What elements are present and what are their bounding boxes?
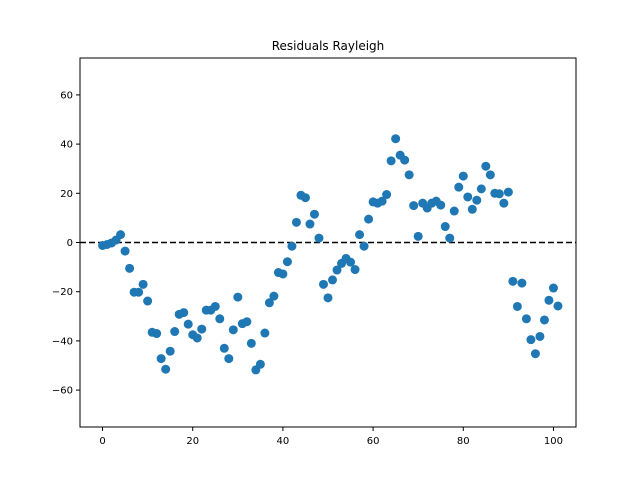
data-point: [323, 293, 333, 303]
data-point: [260, 328, 270, 338]
data-point: [125, 263, 135, 273]
x-tick-label: 20: [186, 436, 199, 447]
data-point: [120, 246, 130, 256]
data-point: [544, 295, 554, 305]
data-point: [350, 265, 360, 275]
data-point: [152, 329, 162, 339]
data-point: [179, 308, 189, 318]
data-point: [386, 156, 396, 166]
y-axis: −60 −40 −20 0 20 40 60: [52, 90, 80, 397]
y-tick-label: −40: [52, 336, 73, 347]
data-point: [476, 184, 486, 194]
data-point: [436, 200, 446, 210]
data-point: [359, 241, 369, 251]
data-point: [143, 296, 153, 306]
data-point: [305, 219, 315, 229]
data-point: [215, 314, 225, 324]
data-point: [318, 279, 328, 289]
x-tick-label: 60: [367, 436, 380, 447]
data-point: [197, 324, 207, 334]
data-point: [314, 233, 324, 243]
data-point: [228, 325, 238, 335]
data-point: [499, 198, 509, 208]
data-point: [116, 230, 126, 240]
data-point: [454, 182, 464, 192]
data-point: [440, 222, 450, 232]
data-point: [282, 257, 292, 267]
data-point: [445, 233, 455, 243]
data-point: [134, 287, 144, 297]
data-point: [463, 192, 473, 202]
y-tick-label: 20: [60, 189, 73, 200]
data-point: [170, 327, 180, 337]
data-point: [508, 276, 518, 286]
data-point: [503, 187, 513, 197]
data-point: [539, 315, 549, 325]
data-point: [300, 193, 310, 203]
data-point: [467, 204, 477, 214]
data-point: [183, 319, 193, 329]
data-point: [328, 275, 338, 285]
data-point: [246, 338, 256, 348]
data-point: [517, 278, 527, 288]
data-point: [138, 279, 148, 289]
data-point: [219, 343, 229, 353]
y-tick-label: 40: [60, 140, 73, 151]
data-point: [530, 349, 540, 359]
data-point: [413, 231, 423, 241]
data-points: [98, 134, 563, 375]
data-point: [494, 189, 504, 199]
data-point: [472, 195, 482, 205]
data-point: [192, 333, 202, 343]
data-point: [391, 134, 401, 144]
data-point: [309, 209, 319, 219]
data-point: [548, 283, 558, 293]
data-point: [553, 301, 563, 311]
data-point: [346, 257, 356, 267]
y-tick-label: 60: [60, 90, 73, 101]
data-point: [526, 335, 536, 345]
data-point: [485, 170, 495, 180]
chart-title: Residuals Rayleigh: [272, 39, 385, 53]
x-tick-label: 0: [99, 436, 105, 447]
data-point: [165, 346, 175, 356]
data-point: [409, 201, 419, 211]
data-point: [535, 331, 545, 341]
data-point: [291, 217, 301, 227]
data-point: [449, 206, 459, 216]
data-point: [400, 155, 410, 165]
data-point: [255, 359, 265, 369]
x-tick-label: 40: [277, 436, 290, 447]
data-point: [364, 214, 374, 224]
data-point: [269, 291, 279, 301]
data-point: [161, 364, 171, 374]
x-tick-label: 100: [544, 436, 563, 447]
axes-frame: [79, 57, 577, 428]
y-tick-label: 0: [67, 238, 73, 249]
data-point: [481, 161, 491, 171]
data-point: [521, 314, 531, 324]
x-axis: 0 20 40 60 80 100: [99, 427, 563, 447]
data-point: [224, 354, 234, 364]
data-point: [264, 298, 274, 308]
data-point: [242, 317, 252, 327]
data-point: [233, 292, 243, 302]
y-tick-label: −20: [52, 287, 73, 298]
data-point: [156, 354, 166, 364]
data-point: [332, 265, 342, 275]
data-point: [512, 301, 522, 311]
data-point: [278, 269, 288, 279]
data-point: [287, 241, 297, 251]
data-point: [458, 171, 468, 181]
data-point: [382, 190, 392, 200]
x-tick-label: 80: [457, 436, 470, 447]
y-tick-label: −60: [52, 386, 73, 397]
data-point: [404, 170, 414, 180]
data-point: [210, 301, 220, 311]
data-point: [377, 196, 387, 206]
data-point: [355, 230, 365, 240]
